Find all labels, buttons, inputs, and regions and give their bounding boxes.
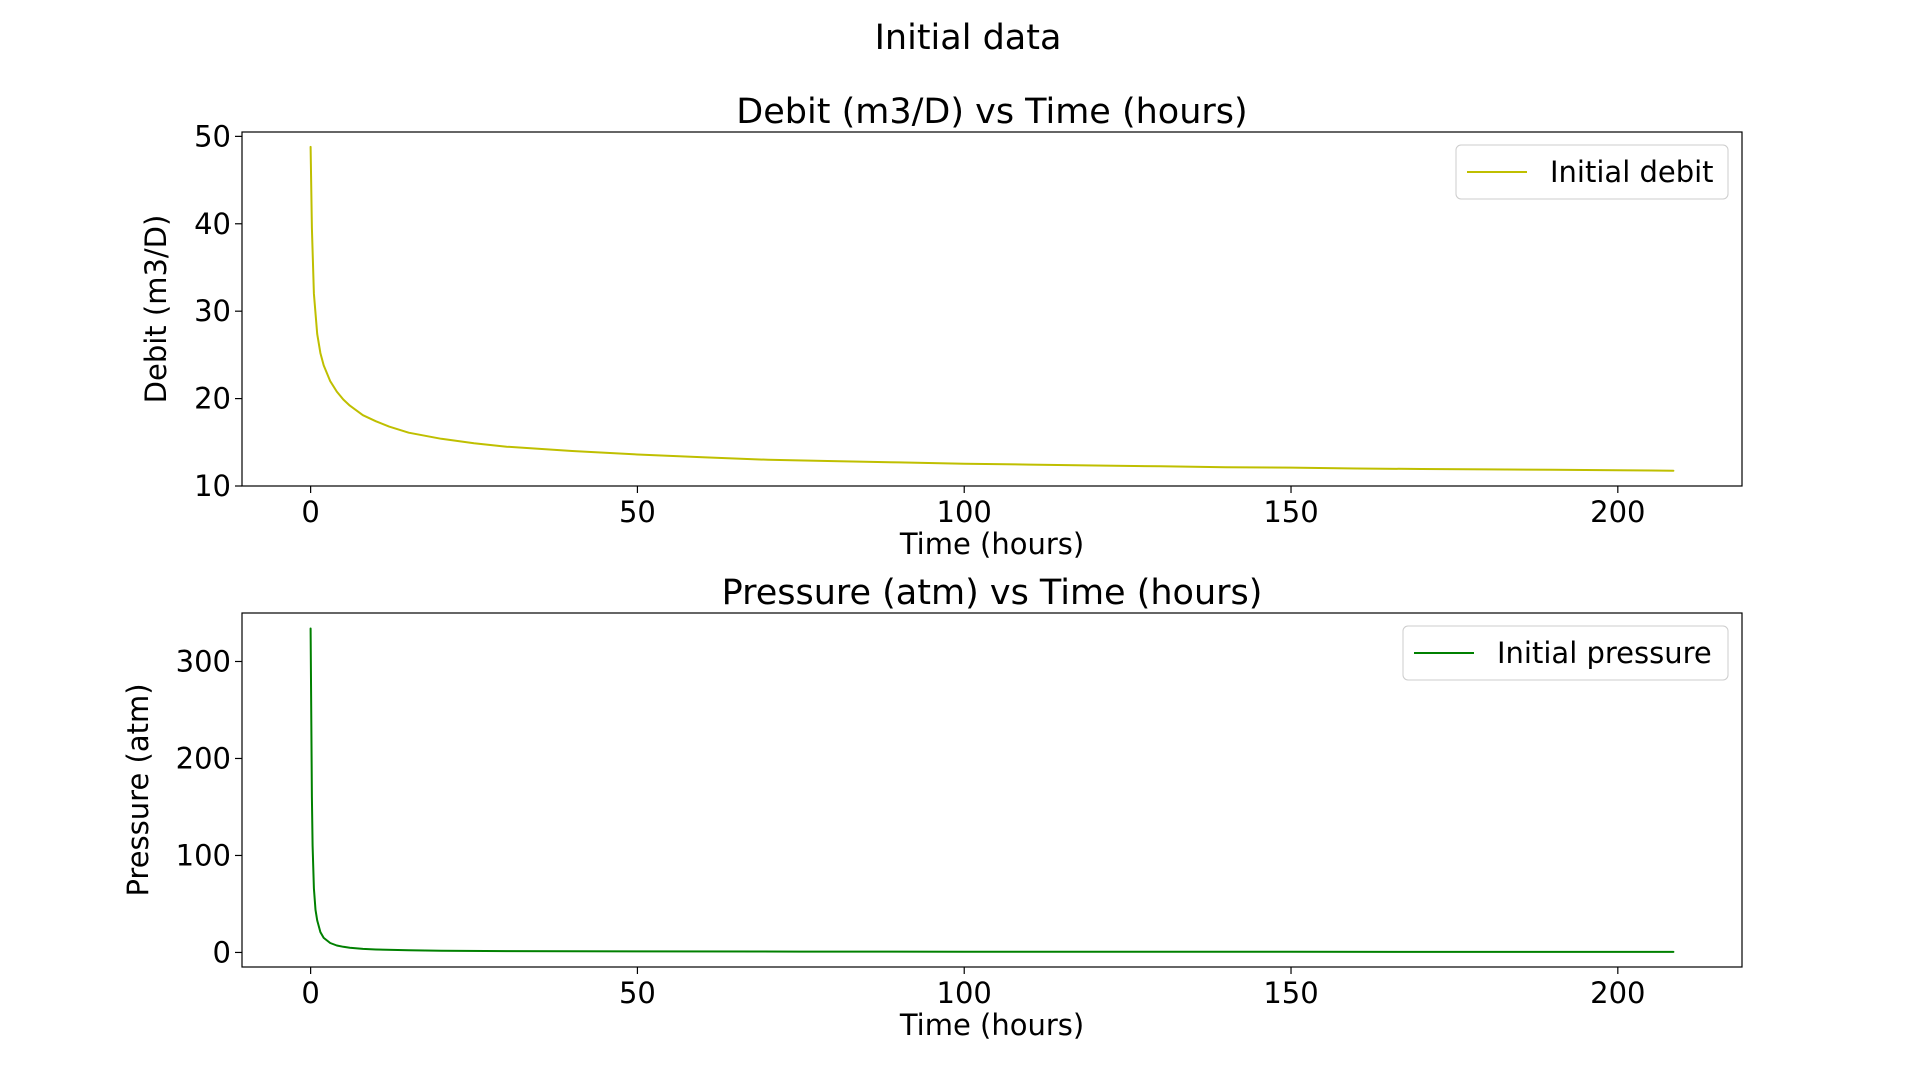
chart-1-ylabel: Pressure (atm): [121, 683, 155, 896]
chart-1-xtick-label: 200: [1590, 976, 1645, 1010]
chart-0-legend-box: [1455, 144, 1729, 200]
chart-1-legend: Initial pressure: [1402, 625, 1729, 681]
chart-0-ytick-label: 10: [194, 469, 231, 503]
chart-0-plot-frame: [241, 131, 1743, 487]
chart-0-series-0-line: [309, 145, 1675, 472]
chart-0-ytick-label: 30: [194, 294, 231, 328]
chart-0-xlabel: Time (hours): [899, 527, 1084, 561]
chart-0-xtick-label: 50: [619, 495, 656, 529]
chart-1-ytick-label: 0: [213, 935, 231, 969]
chart-0-legend: Initial debit: [1455, 144, 1729, 200]
chart-0-axes: Debit (m3/D) vs Time (hours) 0 50 100 150 200…: [139, 92, 1743, 561]
chart-1-legend-label: Initial pressure: [1497, 636, 1712, 670]
chart-1-xtick-label: 150: [1263, 976, 1318, 1010]
chart-1-legend-box: [1402, 625, 1729, 681]
chart-0-ytick-label: 50: [194, 119, 231, 153]
chart-1-axes: Pressure (atm) vs Time (hours) 0 50 100 150 2…: [121, 573, 1743, 1042]
chart-0-ytick-label: 40: [194, 207, 231, 241]
chart-0-ylabel: Debit (m3/D): [139, 215, 173, 404]
chart-0-xtick-label: 100: [937, 495, 992, 529]
chart-1-ytick-label: 200: [176, 741, 231, 775]
chart-1-xtick-label: 50: [619, 976, 656, 1010]
chart-1-ytick-label: 100: [176, 838, 231, 872]
figure-suptitle: Initial data: [875, 18, 1062, 58]
chart-1-ytick-label: 300: [176, 644, 231, 678]
chart-1-xtick-label: 0: [301, 976, 319, 1010]
chart-1-plot-frame: [241, 612, 1743, 968]
chart-0-xtick-label: 150: [1263, 495, 1318, 529]
chart-0-ytick-label: 20: [194, 382, 231, 416]
chart-1-xtick-label: 100: [937, 976, 992, 1010]
chart-0-title: Debit (m3/D) vs Time (hours): [736, 92, 1247, 132]
chart-1-series-0-line: [309, 627, 1675, 953]
chart-0-legend-label: Initial debit: [1550, 155, 1714, 189]
chart-1-title: Pressure (atm) vs Time (hours): [722, 573, 1263, 613]
chart-0-xtick-label: 200: [1590, 495, 1645, 529]
chart-0-xtick-label: 0: [301, 495, 319, 529]
chart-1-xlabel: Time (hours): [899, 1008, 1084, 1042]
